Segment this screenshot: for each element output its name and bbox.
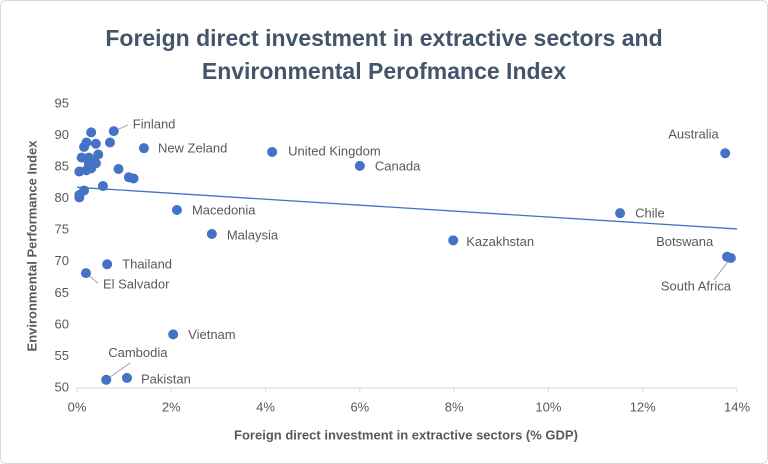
data-point bbox=[97, 181, 108, 192]
data-label: United Kingdom bbox=[288, 143, 381, 158]
y-tick-label: 95 bbox=[55, 95, 69, 110]
x-tick-label: 10% bbox=[535, 399, 561, 414]
data-point bbox=[171, 205, 182, 216]
y-tick-label: 70 bbox=[55, 253, 69, 268]
y-tick-label: 60 bbox=[55, 316, 69, 331]
trendline bbox=[76, 186, 738, 230]
data-point bbox=[76, 152, 87, 163]
data-point bbox=[138, 143, 149, 154]
data-point bbox=[93, 149, 104, 160]
data-label: Canada bbox=[375, 158, 421, 173]
y-axis-title: Environmental Performance Index bbox=[24, 140, 39, 352]
y-tick-label: 65 bbox=[55, 285, 69, 300]
data-point bbox=[90, 158, 101, 169]
data-point bbox=[206, 229, 217, 240]
x-axis-title: Foreign direct investment in extractive … bbox=[234, 427, 578, 442]
chart-title: Environmental Perofmance Index bbox=[202, 58, 566, 84]
data-point bbox=[101, 374, 112, 385]
data-point bbox=[267, 146, 278, 157]
data-label: Kazakhstan bbox=[466, 234, 534, 249]
data-point bbox=[102, 259, 113, 270]
data-point bbox=[90, 138, 101, 149]
x-tick-label: 12% bbox=[630, 399, 656, 414]
chart-title: Foreign direct investment in extractive … bbox=[105, 25, 662, 51]
data-point bbox=[354, 160, 365, 171]
x-tick-label: 8% bbox=[445, 399, 464, 414]
x-tick-label: 6% bbox=[350, 399, 369, 414]
data-point bbox=[121, 372, 132, 383]
data-label: El Salvador bbox=[103, 277, 170, 292]
data-point bbox=[79, 185, 90, 196]
data-point bbox=[108, 126, 119, 137]
data-point bbox=[113, 164, 124, 175]
data-label: Macedonia bbox=[192, 202, 256, 217]
y-tick-label: 75 bbox=[55, 222, 69, 237]
data-point bbox=[86, 127, 97, 138]
data-label: South Africa bbox=[661, 278, 732, 293]
x-tick-label: 0% bbox=[68, 399, 87, 414]
data-point bbox=[105, 137, 115, 148]
data-label: Chile bbox=[635, 206, 665, 221]
data-label: Vietnam bbox=[188, 327, 235, 342]
data-label: New Zeland bbox=[158, 141, 227, 156]
y-tick-label: 50 bbox=[55, 379, 69, 394]
data-label: Botswana bbox=[656, 234, 714, 249]
data-point bbox=[448, 235, 459, 246]
data-point bbox=[168, 329, 179, 340]
data-point bbox=[725, 252, 736, 263]
data-point bbox=[720, 148, 731, 159]
y-tick-label: 90 bbox=[55, 127, 69, 142]
y-tick-label: 80 bbox=[55, 190, 69, 205]
data-label: Malaysia bbox=[227, 227, 279, 242]
x-tick-label: 4% bbox=[256, 399, 275, 414]
y-tick-label: 85 bbox=[55, 159, 69, 174]
data-label: Pakistan bbox=[141, 371, 191, 386]
data-point bbox=[128, 173, 139, 184]
data-point bbox=[81, 165, 92, 176]
data-point bbox=[81, 137, 92, 148]
y-tick-label: 55 bbox=[55, 348, 69, 363]
data-point bbox=[615, 208, 626, 219]
data-label: Cambodia bbox=[108, 345, 168, 360]
x-tick-label: 14% bbox=[724, 399, 750, 414]
data-label: Finland bbox=[133, 117, 176, 132]
x-tick-label: 2% bbox=[162, 399, 181, 414]
data-label: Thailand bbox=[122, 257, 172, 272]
data-label: Australia bbox=[668, 127, 719, 142]
data-point bbox=[80, 268, 91, 279]
